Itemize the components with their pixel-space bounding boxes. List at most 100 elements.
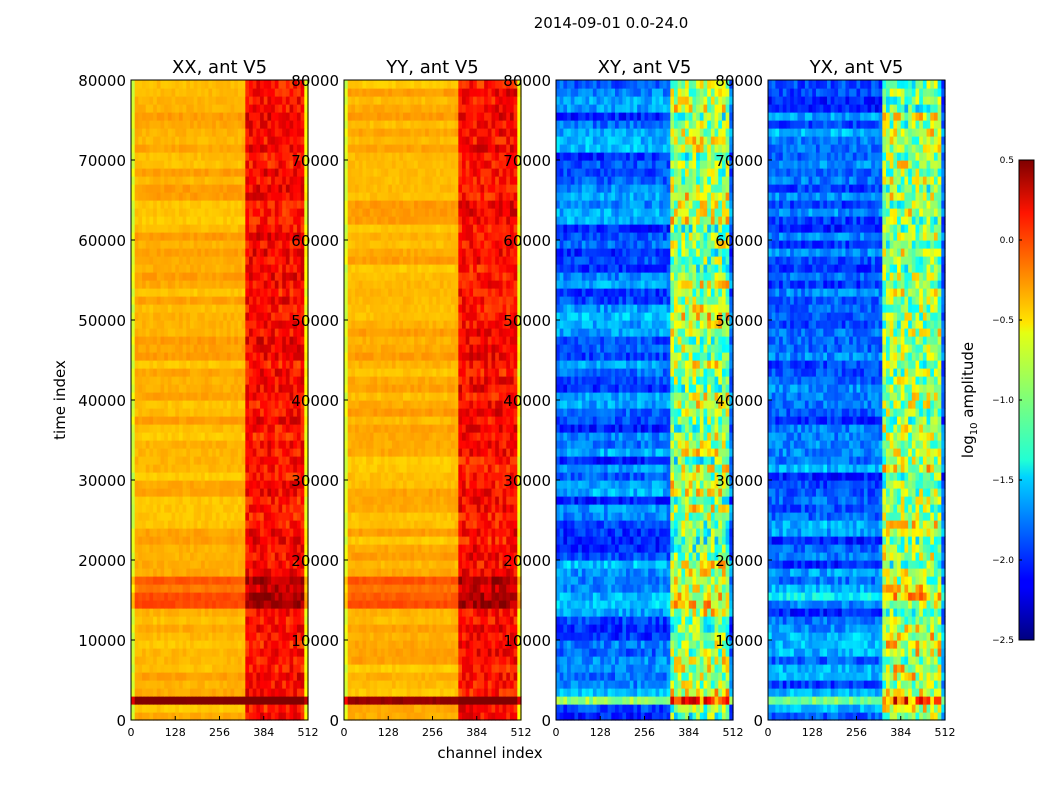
heatmap-cell <box>190 168 194 177</box>
heatmap-cell <box>484 656 488 665</box>
heatmap-cell <box>227 128 231 137</box>
heatmap-cell <box>282 568 286 577</box>
heatmap-cell <box>190 424 194 433</box>
heatmap-cell <box>223 216 227 225</box>
heatmap-cell <box>473 560 477 569</box>
heatmap-cell <box>157 208 161 217</box>
heatmap-cell <box>344 688 348 697</box>
heatmap-cell <box>286 200 290 209</box>
heatmap-cell <box>279 240 283 249</box>
heatmap-cell <box>301 432 305 441</box>
heatmap-cell <box>223 632 227 641</box>
heatmap-cell <box>172 136 176 145</box>
heatmap-cell <box>223 120 227 129</box>
heatmap-cell <box>499 680 503 689</box>
heatmap-cell <box>161 360 165 369</box>
heatmap-cell <box>458 536 462 545</box>
heatmap-cell <box>245 88 249 97</box>
heatmap-cell <box>271 184 275 193</box>
heatmap-cell <box>455 560 459 569</box>
heatmap-cell <box>495 536 499 545</box>
heatmap-cell <box>290 456 294 465</box>
heatmap-cell <box>242 120 246 129</box>
heatmap-cell <box>223 160 227 169</box>
heatmap-cell <box>142 552 146 561</box>
heatmap-cell <box>194 288 198 297</box>
heatmap-cell <box>157 272 161 281</box>
heatmap-cell <box>131 464 135 473</box>
heatmap-cell <box>149 392 153 401</box>
heatmap-cell <box>157 136 161 145</box>
heatmap-cell <box>440 704 444 713</box>
heatmap-cell <box>223 280 227 289</box>
heatmap-cell <box>286 632 290 641</box>
heatmap-cell <box>175 376 179 385</box>
heatmap-cell <box>506 656 510 665</box>
heatmap-cell <box>253 80 257 89</box>
heatmap-cell <box>385 560 389 569</box>
heatmap-cell <box>260 448 264 457</box>
heatmap-cell <box>267 632 271 641</box>
heatmap-cell <box>344 560 348 569</box>
heatmap-cell <box>234 400 238 409</box>
heatmap-cell <box>201 664 205 673</box>
heatmap-cell <box>282 304 286 313</box>
heatmap-cell <box>260 584 264 593</box>
heatmap-cell <box>301 104 305 113</box>
heatmap-cell <box>290 712 294 721</box>
heatmap-cell <box>436 704 440 713</box>
heatmap-cell <box>234 552 238 561</box>
heatmap-cell <box>190 400 194 409</box>
heatmap-cell <box>242 352 246 361</box>
heatmap-cell <box>253 680 257 689</box>
heatmap-cell <box>403 608 407 617</box>
heatmap-cell <box>279 640 283 649</box>
heatmap-cell <box>282 264 286 273</box>
heatmap-cell <box>264 208 268 217</box>
heatmap-cell <box>359 624 363 633</box>
heatmap-cell <box>157 320 161 329</box>
heatmap-cell <box>466 568 470 577</box>
heatmap-cell <box>131 192 135 201</box>
heatmap-cell <box>245 472 249 481</box>
heatmap-cell <box>385 640 389 649</box>
heatmap-cell <box>492 624 496 633</box>
heatmap-cell <box>425 560 429 569</box>
heatmap-cell <box>157 360 161 369</box>
heatmap-cell <box>484 608 488 617</box>
heatmap-cell <box>249 280 253 289</box>
heatmap-cell <box>381 592 385 601</box>
heatmap-cell <box>186 160 190 169</box>
heatmap-cell <box>201 176 205 185</box>
heatmap-cell <box>484 592 488 601</box>
heatmap-cell <box>477 568 481 577</box>
heatmap-cell <box>473 568 477 577</box>
heatmap-cell <box>183 648 187 657</box>
heatmap-cell <box>256 96 260 105</box>
heatmap-cell <box>282 232 286 241</box>
heatmap-cell <box>234 416 238 425</box>
heatmap-cell <box>403 696 407 705</box>
heatmap-cell <box>190 576 194 585</box>
heatmap-cell <box>149 288 153 297</box>
heatmap-cell <box>149 120 153 129</box>
heatmap-cell <box>197 512 201 521</box>
heatmap-cell <box>135 160 139 169</box>
heatmap-cell <box>172 560 176 569</box>
heatmap-cell <box>238 680 242 689</box>
heatmap-cell <box>458 688 462 697</box>
heatmap-cell <box>267 664 271 673</box>
heatmap-cell <box>161 664 165 673</box>
heatmap-cell <box>216 304 220 313</box>
heatmap-cell <box>396 552 400 561</box>
heatmap-cell <box>161 400 165 409</box>
heatmap-cell <box>301 344 305 353</box>
heatmap-cell <box>175 352 179 361</box>
heatmap-cell <box>183 496 187 505</box>
heatmap-cell <box>429 688 433 697</box>
heatmap-cell <box>271 208 275 217</box>
heatmap-cell <box>223 448 227 457</box>
heatmap-cell <box>135 384 139 393</box>
heatmap-cell <box>131 96 135 105</box>
heatmap-cell <box>146 608 150 617</box>
